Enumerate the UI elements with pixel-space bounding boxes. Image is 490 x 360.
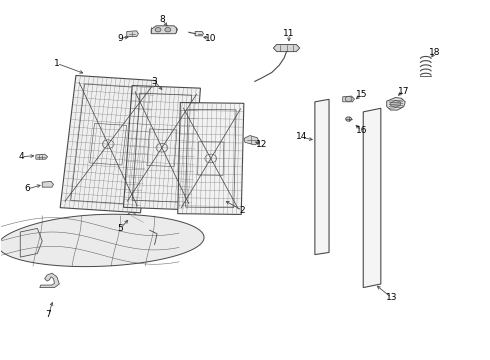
Text: 12: 12 bbox=[256, 140, 268, 149]
Text: 5: 5 bbox=[118, 224, 123, 233]
Polygon shape bbox=[60, 76, 156, 213]
Text: 18: 18 bbox=[429, 48, 441, 57]
Text: 15: 15 bbox=[356, 90, 367, 99]
Polygon shape bbox=[387, 98, 405, 110]
Polygon shape bbox=[363, 108, 381, 288]
Polygon shape bbox=[343, 96, 354, 102]
Text: 7: 7 bbox=[46, 310, 51, 319]
Text: 4: 4 bbox=[19, 152, 24, 161]
Text: 8: 8 bbox=[159, 15, 165, 24]
Polygon shape bbox=[244, 135, 260, 145]
Text: 14: 14 bbox=[295, 132, 307, 141]
Polygon shape bbox=[0, 214, 204, 267]
Text: 1: 1 bbox=[54, 59, 60, 68]
Polygon shape bbox=[36, 154, 48, 159]
Polygon shape bbox=[195, 32, 203, 36]
Polygon shape bbox=[20, 228, 42, 257]
Circle shape bbox=[155, 28, 161, 32]
Polygon shape bbox=[42, 181, 53, 187]
Text: 17: 17 bbox=[398, 86, 410, 95]
Circle shape bbox=[345, 117, 351, 121]
Polygon shape bbox=[127, 31, 139, 37]
Circle shape bbox=[345, 96, 352, 102]
Text: 16: 16 bbox=[356, 126, 367, 135]
Circle shape bbox=[165, 28, 171, 32]
Polygon shape bbox=[391, 100, 400, 108]
Polygon shape bbox=[273, 44, 300, 51]
Polygon shape bbox=[40, 273, 59, 288]
Text: 6: 6 bbox=[24, 184, 30, 193]
Polygon shape bbox=[178, 103, 244, 215]
Text: 13: 13 bbox=[386, 293, 397, 302]
Polygon shape bbox=[315, 99, 329, 255]
Text: 2: 2 bbox=[240, 206, 245, 215]
Text: 9: 9 bbox=[118, 34, 123, 43]
Polygon shape bbox=[151, 26, 177, 34]
Polygon shape bbox=[123, 86, 200, 210]
Text: 11: 11 bbox=[283, 29, 294, 38]
Text: 3: 3 bbox=[152, 77, 157, 86]
Text: 10: 10 bbox=[205, 34, 217, 43]
